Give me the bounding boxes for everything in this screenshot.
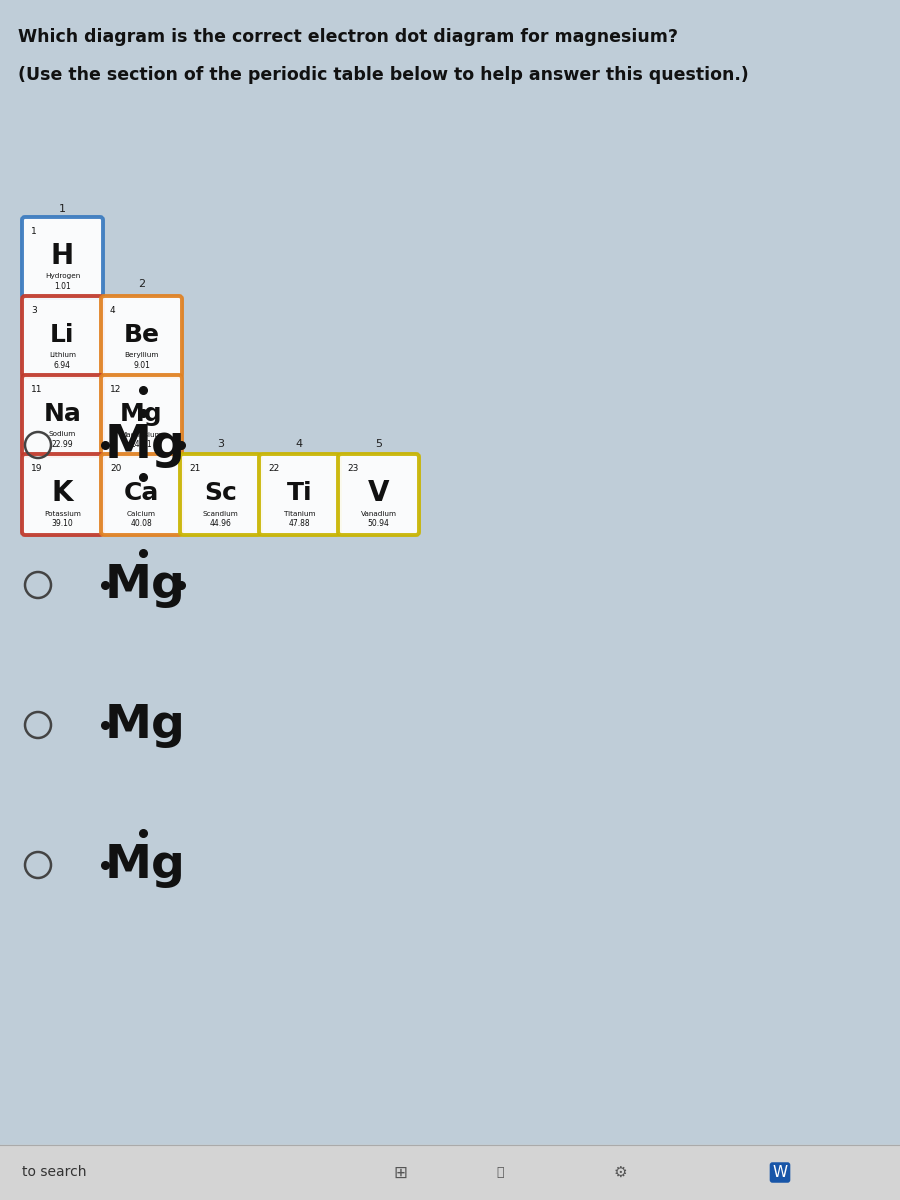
Text: Vanadium: Vanadium: [361, 510, 397, 516]
Text: 12: 12: [110, 385, 122, 394]
FancyBboxPatch shape: [101, 454, 182, 535]
Text: 39.10: 39.10: [51, 520, 74, 528]
Text: Potassium: Potassium: [44, 510, 81, 516]
Text: V: V: [368, 479, 389, 506]
Text: 4: 4: [296, 439, 303, 449]
Text: 22: 22: [268, 464, 279, 473]
Text: Sodium: Sodium: [49, 432, 76, 438]
Text: Mg: Mg: [105, 702, 186, 748]
Text: 4: 4: [110, 306, 115, 314]
Text: Mg: Mg: [121, 402, 163, 426]
Text: 2: 2: [138, 278, 145, 289]
Text: K: K: [52, 479, 73, 506]
Text: 🔔: 🔔: [496, 1166, 504, 1178]
Text: Ca: Ca: [124, 481, 159, 505]
FancyBboxPatch shape: [22, 454, 103, 535]
Text: (Use the section of the periodic table below to help answer this question.): (Use the section of the periodic table b…: [18, 66, 749, 84]
Text: 24.31: 24.31: [130, 440, 152, 450]
FancyBboxPatch shape: [22, 296, 103, 377]
Text: Calcium: Calcium: [127, 510, 156, 516]
Text: W: W: [772, 1165, 788, 1180]
FancyBboxPatch shape: [259, 454, 340, 535]
Bar: [0, 1145, 900, 1200]
Text: 3: 3: [217, 439, 224, 449]
Text: 1: 1: [59, 204, 66, 214]
Text: Magnesium: Magnesium: [121, 432, 162, 438]
Text: Sc: Sc: [204, 481, 237, 505]
Text: Mg: Mg: [105, 563, 186, 607]
FancyBboxPatch shape: [180, 454, 261, 535]
Text: Mg: Mg: [105, 842, 186, 888]
Text: Na: Na: [43, 402, 81, 426]
Text: 50.94: 50.94: [367, 520, 390, 528]
Text: 1: 1: [31, 227, 37, 236]
Text: Mg: Mg: [105, 422, 186, 468]
Text: H: H: [51, 242, 74, 270]
Text: 47.88: 47.88: [289, 520, 310, 528]
Text: Which diagram is the correct electron dot diagram for magnesium?: Which diagram is the correct electron do…: [18, 28, 678, 46]
Text: 9.01: 9.01: [133, 361, 150, 371]
Text: Scandium: Scandium: [202, 510, 238, 516]
Text: 40.08: 40.08: [130, 520, 152, 528]
Text: Lithium: Lithium: [49, 353, 76, 359]
Text: Titanium: Titanium: [284, 510, 315, 516]
FancyBboxPatch shape: [22, 217, 103, 298]
FancyBboxPatch shape: [101, 374, 182, 456]
Text: 44.96: 44.96: [210, 520, 231, 528]
Text: 3: 3: [31, 306, 37, 314]
Text: Be: Be: [123, 323, 159, 347]
Text: 19: 19: [31, 464, 42, 473]
Text: Li: Li: [50, 323, 75, 347]
FancyBboxPatch shape: [338, 454, 419, 535]
Text: Ti: Ti: [287, 481, 312, 505]
FancyBboxPatch shape: [22, 374, 103, 456]
Text: 5: 5: [375, 439, 382, 449]
Text: 22.99: 22.99: [51, 440, 73, 450]
Text: 20: 20: [110, 464, 122, 473]
Text: 11: 11: [31, 385, 42, 394]
FancyBboxPatch shape: [101, 296, 182, 377]
Text: ⚙: ⚙: [613, 1165, 626, 1180]
Text: 23: 23: [347, 464, 358, 473]
Text: 1.01: 1.01: [54, 282, 71, 292]
Text: 21: 21: [189, 464, 201, 473]
Text: Hydrogen: Hydrogen: [45, 274, 80, 280]
Text: to search: to search: [22, 1165, 86, 1180]
Text: ⊞: ⊞: [393, 1164, 407, 1182]
Text: Beryllium: Beryllium: [124, 353, 158, 359]
Text: 6.94: 6.94: [54, 361, 71, 371]
